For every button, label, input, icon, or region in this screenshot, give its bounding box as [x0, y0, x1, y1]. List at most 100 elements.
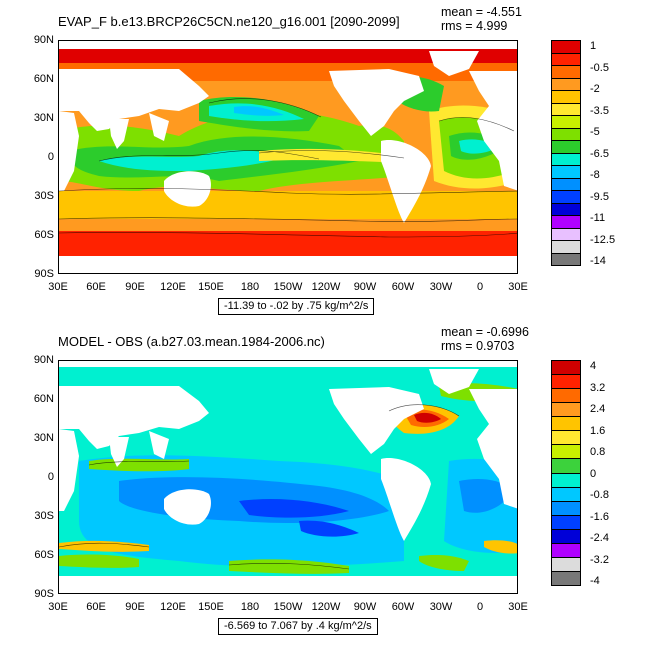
lat-label: 60N	[33, 73, 54, 85]
legend-swatch	[551, 240, 581, 254]
legend-swatch	[551, 140, 581, 154]
legend-swatch	[551, 90, 581, 104]
lon-label: 150E	[198, 601, 224, 613]
legend-swatch	[551, 77, 581, 91]
legend-swatch	[551, 430, 581, 446]
lon-label: 150E	[198, 281, 224, 293]
legend-swatch	[551, 65, 581, 79]
legend-swatch	[551, 570, 581, 586]
legend-swatch	[551, 165, 581, 179]
legend-swatch	[551, 252, 581, 266]
lon-label: 120W	[311, 281, 341, 293]
legend-swatch	[551, 472, 581, 488]
lon-label: 60E	[86, 601, 106, 613]
lon-label: 90E	[125, 601, 145, 613]
legend-label: -6.5	[590, 147, 609, 160]
legend-label: -1.6	[590, 510, 609, 523]
legend-label: 0	[590, 467, 597, 480]
panel-title: MODEL - OBS (a.b27.03.mean.1984-2006.nc)	[58, 334, 325, 349]
lat-label: 90N	[33, 34, 54, 46]
legend-swatch	[551, 152, 581, 166]
legend-label: -2.4	[590, 532, 609, 544]
legend-swatch	[551, 444, 581, 460]
lon-label: 150W	[273, 281, 303, 293]
legend-label: -8	[590, 169, 600, 181]
lat-label: 90N	[33, 354, 54, 366]
legend-label: 2.4	[590, 403, 606, 415]
legend-swatch	[551, 115, 581, 129]
contour-range: -11.39 to -.02 by .75 kg/m^2/s	[218, 298, 375, 315]
legend-label: -3.5	[590, 104, 609, 117]
legend-label: -14	[590, 255, 606, 267]
difference-map-field	[59, 361, 517, 593]
lon-label: 30E	[48, 601, 68, 613]
legend-label: -2	[590, 83, 600, 95]
legend-label: 1.6	[590, 424, 606, 437]
lon-label: 180	[240, 281, 260, 293]
legend-swatch	[551, 500, 581, 516]
lat-label: 30N	[33, 432, 54, 444]
lon-label: 0	[476, 281, 484, 293]
legend-swatch	[551, 360, 581, 376]
lon-label: 60W	[391, 281, 415, 293]
legend-label: -4	[590, 575, 600, 587]
legend-label: -0.8	[590, 489, 609, 501]
model-obs-panel: MODEL - OBS (a.b27.03.mean.1984-2006.nc)…	[0, 320, 647, 647]
lon-label: 30W	[429, 281, 453, 293]
rms-value: rms = 0.9703	[441, 339, 515, 353]
lon-label: 0	[476, 601, 484, 613]
legend-swatch	[551, 52, 581, 66]
legend-swatch	[551, 102, 581, 116]
lon-label: 120W	[311, 601, 341, 613]
lat-label: 30S	[34, 510, 54, 522]
lon-label: 90W	[353, 601, 377, 613]
mean-value: mean = -4.551	[441, 5, 522, 19]
legend-swatch	[551, 528, 581, 544]
difference-map	[58, 360, 518, 594]
legend-label: -0.5	[590, 61, 609, 74]
legend-swatch	[551, 388, 581, 404]
legend-label: -3.2	[590, 553, 609, 566]
legend-swatch	[551, 556, 581, 572]
legend-label: -11	[590, 212, 606, 224]
lon-label: 90W	[353, 281, 377, 293]
mean-value: mean = -0.6996	[441, 325, 529, 339]
legend-swatch	[551, 458, 581, 474]
legend-label: 1	[590, 40, 597, 52]
lon-label: 120E	[160, 281, 186, 293]
legend-swatch	[551, 416, 581, 432]
evap-map-field	[59, 41, 517, 273]
legend-label: 3.2	[590, 381, 606, 394]
lat-label: 60S	[34, 229, 54, 241]
lon-label: 30E	[508, 601, 528, 613]
panel-title: EVAP_F b.e13.BRCP26C5CN.ne120_g16.001 [2…	[58, 14, 400, 29]
legend-swatch	[551, 40, 581, 54]
lat-label: 90S	[34, 268, 54, 280]
legend-label: -9.5	[590, 190, 609, 203]
lat-label: 30N	[33, 112, 54, 124]
lon-label: 30E	[508, 281, 528, 293]
lon-label: 120E	[160, 601, 186, 613]
lon-label: 150W	[273, 601, 303, 613]
lat-label: 0	[47, 151, 54, 163]
legend-swatch	[551, 177, 581, 191]
legend-label: -12.5	[590, 233, 616, 246]
legend-swatch	[551, 190, 581, 204]
lat-label: 30S	[34, 190, 54, 202]
legend-swatch	[551, 374, 581, 390]
legend-swatch	[551, 127, 581, 141]
legend-label: 0.8	[590, 446, 606, 458]
lon-label: 30E	[48, 281, 68, 293]
lon-label: 180	[240, 601, 260, 613]
legend-swatch	[551, 215, 581, 229]
evap-panel: EVAP_F b.e13.BRCP26C5CN.ne120_g16.001 [2…	[33, 5, 616, 315]
lon-label: 60E	[86, 281, 106, 293]
legend-swatch	[551, 514, 581, 530]
lon-label: 90E	[125, 281, 145, 293]
rms-value: rms = 4.999	[441, 19, 508, 33]
lat-label: 60S	[34, 549, 54, 561]
legend-swatch	[551, 227, 581, 241]
lon-label: 30W	[429, 601, 453, 613]
evap-map	[58, 40, 518, 274]
legend-label: -5	[590, 126, 600, 138]
